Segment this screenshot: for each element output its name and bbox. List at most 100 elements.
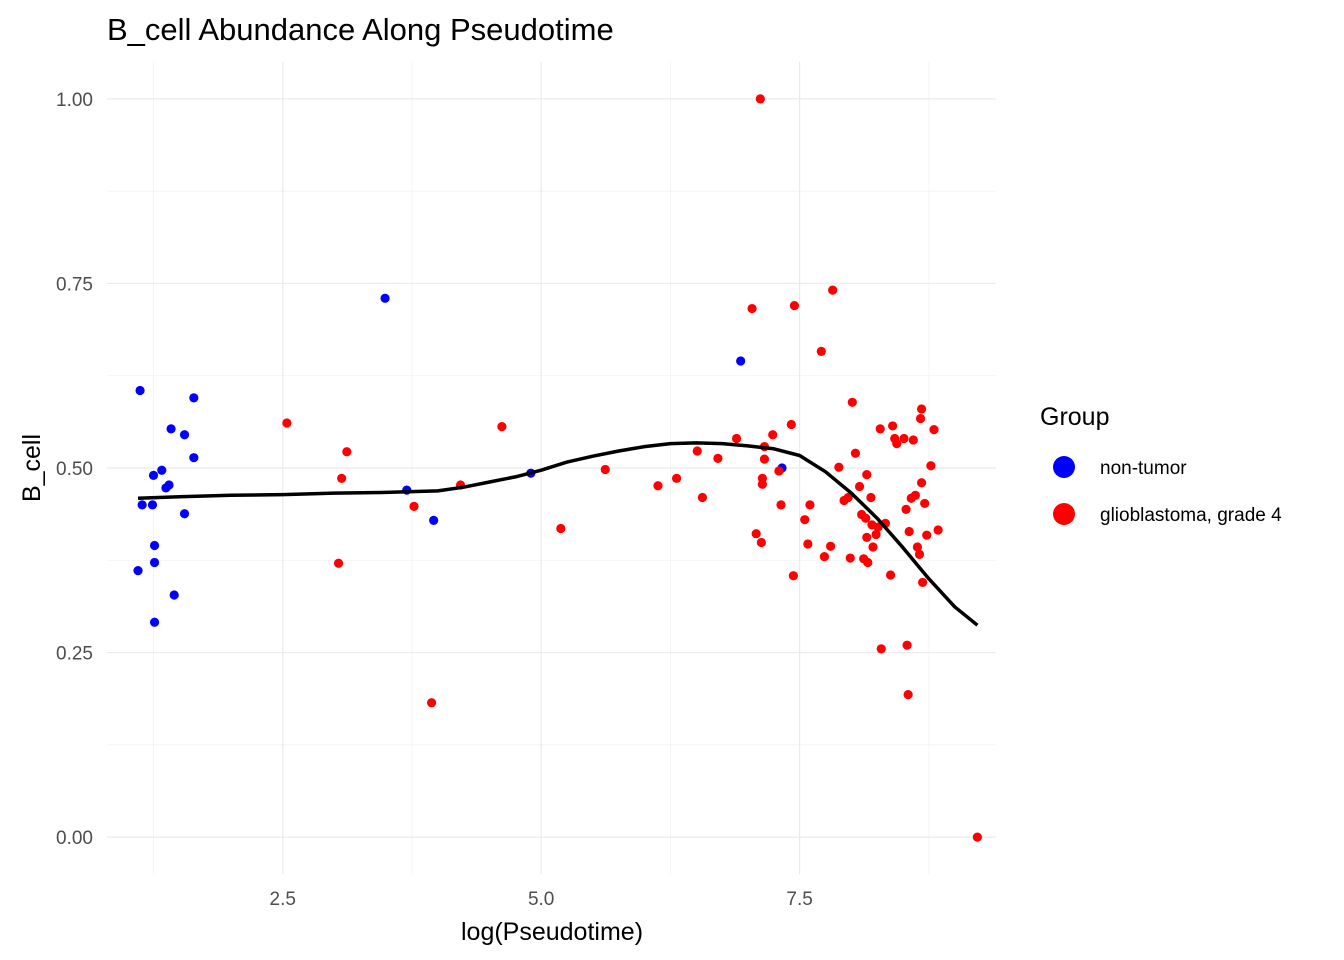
data-point <box>426 698 437 708</box>
data-point <box>805 500 815 510</box>
data-point <box>915 413 926 424</box>
data-point <box>862 470 872 480</box>
data-point <box>922 530 932 540</box>
data-point <box>756 537 766 548</box>
data-point <box>137 500 147 510</box>
data-point <box>342 447 352 457</box>
y-tick-label: 1.00 <box>56 90 93 111</box>
data-point <box>850 448 861 458</box>
data-point <box>747 303 757 314</box>
data-point <box>908 435 918 445</box>
data-point <box>333 558 344 568</box>
data-point <box>912 542 923 552</box>
trend-line <box>137 441 979 627</box>
data-point <box>920 498 930 509</box>
data-point <box>337 473 347 483</box>
data-point <box>189 393 199 403</box>
data-point <box>800 515 810 525</box>
data-point <box>164 480 174 490</box>
scatter-points <box>133 94 982 842</box>
y-tick-label: 0.00 <box>56 828 93 849</box>
data-point <box>901 504 911 514</box>
y-tick-label: 0.50 <box>56 459 93 480</box>
x-tick-label: 2.5 <box>270 889 296 910</box>
data-point <box>147 500 158 510</box>
data-point <box>918 577 928 588</box>
data-point <box>757 479 767 489</box>
data-point <box>873 522 883 532</box>
data-point <box>892 439 902 449</box>
data-point <box>282 418 292 428</box>
data-point <box>854 481 865 492</box>
data-point <box>179 430 190 440</box>
data-point <box>179 509 190 519</box>
data-point <box>910 490 920 500</box>
data-point <box>157 465 167 475</box>
data-point <box>788 571 798 581</box>
data-point <box>149 540 160 551</box>
data-point <box>914 549 925 559</box>
legend-label: glioblastoma, grade 4 <box>1100 505 1282 526</box>
legend-key <box>1053 503 1075 525</box>
data-point <box>972 832 982 842</box>
data-point <box>862 532 872 542</box>
data-point <box>135 385 145 396</box>
data-point <box>902 640 912 650</box>
data-point <box>149 617 160 627</box>
data-point <box>786 419 796 430</box>
data-point <box>819 551 830 562</box>
data-point <box>380 293 390 303</box>
data-point <box>755 94 765 104</box>
data-point <box>847 397 857 407</box>
data-point <box>876 644 886 654</box>
data-point <box>409 501 419 511</box>
y-tick-label: 0.25 <box>56 644 93 665</box>
data-point <box>843 492 853 503</box>
x-tick-label: 7.5 <box>786 889 812 910</box>
data-point <box>692 446 702 456</box>
data-point <box>697 492 708 503</box>
chart-title: B_cell Abundance Along Pseudotime <box>107 12 614 47</box>
data-point <box>826 541 836 551</box>
legend-title: Group <box>1040 403 1109 431</box>
data-point <box>875 424 885 434</box>
y-axis-title: B_cell <box>18 434 46 502</box>
data-point <box>731 433 742 444</box>
x-axis-title: log(Pseudotime) <box>461 918 643 946</box>
data-point <box>751 529 761 539</box>
data-point <box>189 453 199 463</box>
data-point <box>904 526 914 537</box>
data-point <box>148 470 159 480</box>
x-axis-ticks: 2.5 5.0 7.5 <box>270 889 813 910</box>
data-point <box>776 500 786 510</box>
data-point <box>861 513 871 523</box>
data-point <box>133 566 143 576</box>
data-point <box>845 553 855 563</box>
y-axis-ticks: 0.00 0.25 0.50 0.75 1.00 <box>56 90 93 849</box>
data-point <box>933 525 943 535</box>
data-point <box>166 424 176 434</box>
data-point <box>497 422 507 432</box>
data-point <box>866 492 876 503</box>
data-point <box>899 433 909 444</box>
data-point <box>759 454 770 464</box>
data-point <box>888 421 898 431</box>
data-point <box>929 425 939 435</box>
data-point <box>816 346 826 356</box>
y-tick-label: 0.75 <box>56 274 93 295</box>
data-point <box>803 539 813 549</box>
data-point <box>429 515 439 526</box>
data-point <box>789 301 800 311</box>
data-point <box>768 430 778 440</box>
data-point <box>834 462 844 472</box>
data-point <box>926 461 936 471</box>
data-point <box>868 542 878 552</box>
legend-key <box>1053 456 1075 478</box>
data-point <box>600 464 610 475</box>
data-point <box>916 404 927 414</box>
data-point <box>556 523 566 534</box>
data-point <box>828 285 838 295</box>
data-point <box>653 481 663 491</box>
data-point <box>871 529 881 540</box>
